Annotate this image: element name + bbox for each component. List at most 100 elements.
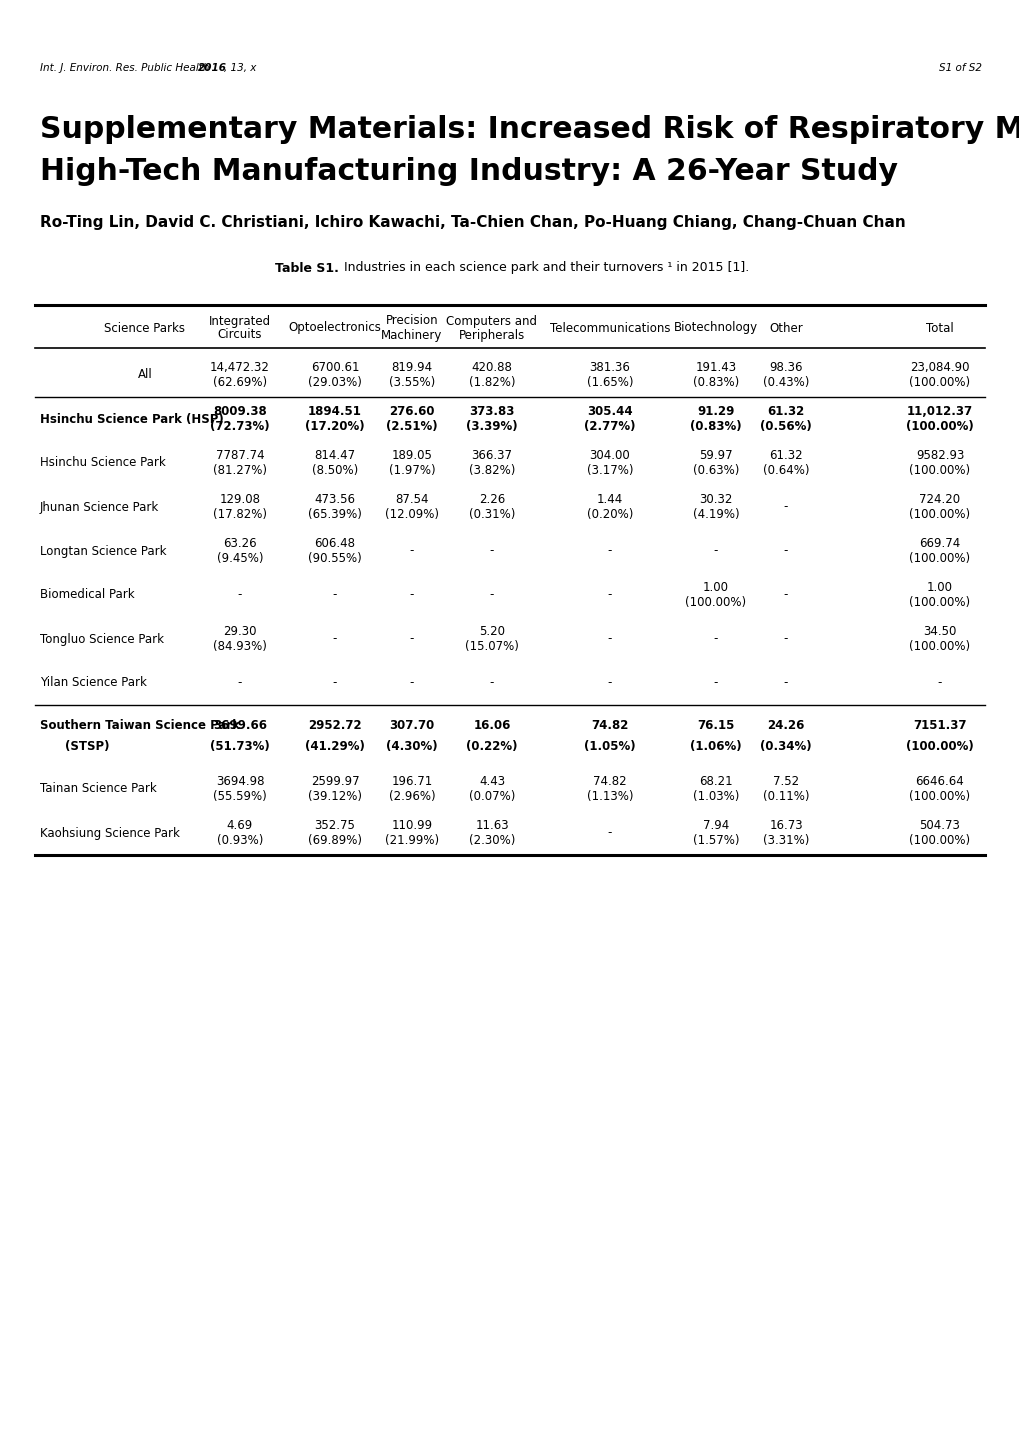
Text: (72.73%): (72.73%): [210, 420, 270, 433]
Text: (100.00%): (100.00%): [909, 376, 970, 389]
Text: 5.20: 5.20: [479, 624, 504, 637]
Text: 11.63: 11.63: [475, 819, 508, 832]
Text: (100.00%): (100.00%): [909, 833, 970, 846]
Text: -: -: [936, 676, 942, 689]
Text: (1.06%): (1.06%): [690, 740, 741, 753]
Text: (29.03%): (29.03%): [308, 376, 362, 389]
Text: 98.36: 98.36: [768, 360, 802, 373]
Text: Table S1.: Table S1.: [275, 261, 338, 274]
Text: (8.50%): (8.50%): [312, 464, 358, 477]
Text: (3.39%): (3.39%): [466, 420, 518, 433]
Text: (39.12%): (39.12%): [308, 790, 362, 803]
Text: 1.00: 1.00: [702, 581, 729, 594]
Text: (62.69%): (62.69%): [213, 376, 267, 389]
Text: Precision: Precision: [385, 314, 438, 327]
Text: , 13, x: , 13, x: [224, 63, 256, 74]
Text: (0.43%): (0.43%): [762, 376, 808, 389]
Text: (17.82%): (17.82%): [213, 508, 267, 521]
Text: 87.54: 87.54: [395, 493, 428, 506]
Text: Hsinchu Science Park: Hsinchu Science Park: [40, 457, 166, 470]
Text: (55.59%): (55.59%): [213, 790, 267, 803]
Text: (100.00%): (100.00%): [909, 640, 970, 653]
Text: -: -: [489, 676, 493, 689]
Text: -: -: [783, 500, 788, 513]
Text: (2.30%): (2.30%): [469, 833, 515, 846]
Text: -: -: [713, 545, 717, 558]
Text: (100.00%): (100.00%): [905, 420, 973, 433]
Text: Biotechnology: Biotechnology: [674, 322, 757, 335]
Text: -: -: [607, 588, 611, 601]
Text: -: -: [607, 633, 611, 646]
Text: -: -: [783, 545, 788, 558]
Text: -: -: [713, 633, 717, 646]
Text: 91.29: 91.29: [697, 405, 734, 418]
Text: 29.30: 29.30: [223, 624, 257, 637]
Text: Other: Other: [768, 322, 802, 335]
Text: 6646.64: 6646.64: [915, 774, 963, 787]
Text: 63.26: 63.26: [223, 536, 257, 549]
Text: -: -: [410, 633, 414, 646]
Text: 305.44: 305.44: [587, 405, 632, 418]
Text: (100.00%): (100.00%): [905, 740, 973, 753]
Text: Biomedical Park: Biomedical Park: [40, 588, 135, 601]
Text: 24.26: 24.26: [766, 720, 804, 733]
Text: Int. J. Environ. Res. Public Health: Int. J. Environ. Res. Public Health: [40, 63, 213, 74]
Text: (1.05%): (1.05%): [584, 740, 635, 753]
Text: Integrated: Integrated: [209, 314, 271, 327]
Text: 669.74: 669.74: [918, 536, 960, 549]
Text: (0.07%): (0.07%): [469, 790, 515, 803]
Text: (1.97%): (1.97%): [388, 464, 435, 477]
Text: -: -: [783, 633, 788, 646]
Text: 16.73: 16.73: [768, 819, 802, 832]
Text: 76.15: 76.15: [697, 720, 734, 733]
Text: -: -: [332, 633, 337, 646]
Text: (1.03%): (1.03%): [692, 790, 739, 803]
Text: 196.71: 196.71: [391, 774, 432, 787]
Text: 814.47: 814.47: [314, 448, 356, 461]
Text: (100.00%): (100.00%): [909, 508, 970, 521]
Text: 2599.97: 2599.97: [311, 774, 359, 787]
Text: 504.73: 504.73: [919, 819, 960, 832]
Text: 4.69: 4.69: [226, 819, 253, 832]
Text: Optoelectronics: Optoelectronics: [288, 322, 381, 335]
Text: -: -: [713, 676, 717, 689]
Text: 1.44: 1.44: [596, 493, 623, 506]
Text: 3694.98: 3694.98: [216, 774, 264, 787]
Text: Telecommunications: Telecommunications: [549, 322, 669, 335]
Text: Kaohsiung Science Park: Kaohsiung Science Park: [40, 826, 179, 839]
Text: (STSP): (STSP): [65, 740, 109, 753]
Text: 16.06: 16.06: [473, 720, 511, 733]
Text: 23,084.90: 23,084.90: [909, 360, 969, 373]
Text: (17.20%): (17.20%): [305, 420, 365, 433]
Text: (0.93%): (0.93%): [217, 833, 263, 846]
Text: Machinery: Machinery: [381, 329, 442, 342]
Text: 14,472.32: 14,472.32: [210, 360, 270, 373]
Text: 473.56: 473.56: [314, 493, 356, 506]
Text: 68.21: 68.21: [698, 774, 732, 787]
Text: 819.94: 819.94: [391, 360, 432, 373]
Text: (100.00%): (100.00%): [909, 790, 970, 803]
Text: 7.94: 7.94: [702, 819, 729, 832]
Text: (100.00%): (100.00%): [909, 464, 970, 477]
Text: (21.99%): (21.99%): [384, 833, 438, 846]
Text: 724.20: 724.20: [918, 493, 960, 506]
Text: High-Tech Manufacturing Industry: A 26-Year Study: High-Tech Manufacturing Industry: A 26-Y…: [40, 157, 897, 186]
Text: 3699.66: 3699.66: [213, 720, 267, 733]
Text: (0.31%): (0.31%): [469, 508, 515, 521]
Text: (81.27%): (81.27%): [213, 464, 267, 477]
Text: -: -: [410, 545, 414, 558]
Text: 366.37: 366.37: [471, 448, 512, 461]
Text: (2.51%): (2.51%): [386, 420, 437, 433]
Text: (2.96%): (2.96%): [388, 790, 435, 803]
Text: Computers and: Computers and: [446, 314, 537, 327]
Text: (41.29%): (41.29%): [305, 740, 365, 753]
Text: -: -: [607, 826, 611, 839]
Text: (65.39%): (65.39%): [308, 508, 362, 521]
Text: (1.82%): (1.82%): [469, 376, 515, 389]
Text: Tongluo Science Park: Tongluo Science Park: [40, 633, 164, 646]
Text: (84.93%): (84.93%): [213, 640, 267, 653]
Text: -: -: [783, 588, 788, 601]
Text: -: -: [783, 676, 788, 689]
Text: 61.32: 61.32: [768, 448, 802, 461]
Text: 352.75: 352.75: [314, 819, 355, 832]
